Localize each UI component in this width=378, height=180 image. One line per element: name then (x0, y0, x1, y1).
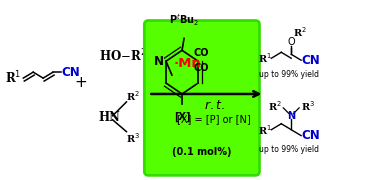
Text: CN: CN (61, 66, 80, 79)
Text: CO: CO (194, 63, 209, 73)
Text: CN: CN (301, 129, 320, 142)
Text: R$^2$: R$^2$ (268, 99, 281, 113)
Text: CN: CN (301, 54, 320, 67)
Text: R$^3$: R$^3$ (301, 99, 315, 113)
Text: ·Mn: ·Mn (174, 57, 202, 70)
Text: R$^1$: R$^1$ (257, 51, 271, 65)
Text: +: + (74, 75, 87, 90)
Text: R$^2$: R$^2$ (293, 26, 307, 39)
Text: up to 99% yield: up to 99% yield (259, 145, 319, 154)
Text: (0.1 mol%): (0.1 mol%) (172, 147, 232, 157)
Text: R$^2$: R$^2$ (127, 89, 140, 103)
FancyBboxPatch shape (144, 21, 259, 175)
Text: N: N (287, 111, 295, 121)
Text: HN: HN (99, 111, 121, 124)
Text: R$^3$: R$^3$ (127, 131, 141, 145)
Text: $\it{r.t.}$: $\it{r.t.}$ (204, 99, 225, 112)
Text: R$^1$: R$^1$ (257, 123, 271, 137)
Text: [X]: [X] (174, 112, 190, 122)
Text: R$^1$: R$^1$ (5, 70, 22, 86)
Text: HO$-$R$^2$: HO$-$R$^2$ (99, 48, 146, 65)
Text: N: N (154, 55, 164, 68)
Text: [X] = [P] or [N]: [X] = [P] or [N] (177, 114, 251, 124)
Text: CO: CO (194, 48, 209, 58)
Text: P$^t$Bu$_2$: P$^t$Bu$_2$ (169, 13, 199, 28)
Text: up to 99% yield: up to 99% yield (259, 70, 319, 79)
Text: O: O (287, 37, 295, 47)
